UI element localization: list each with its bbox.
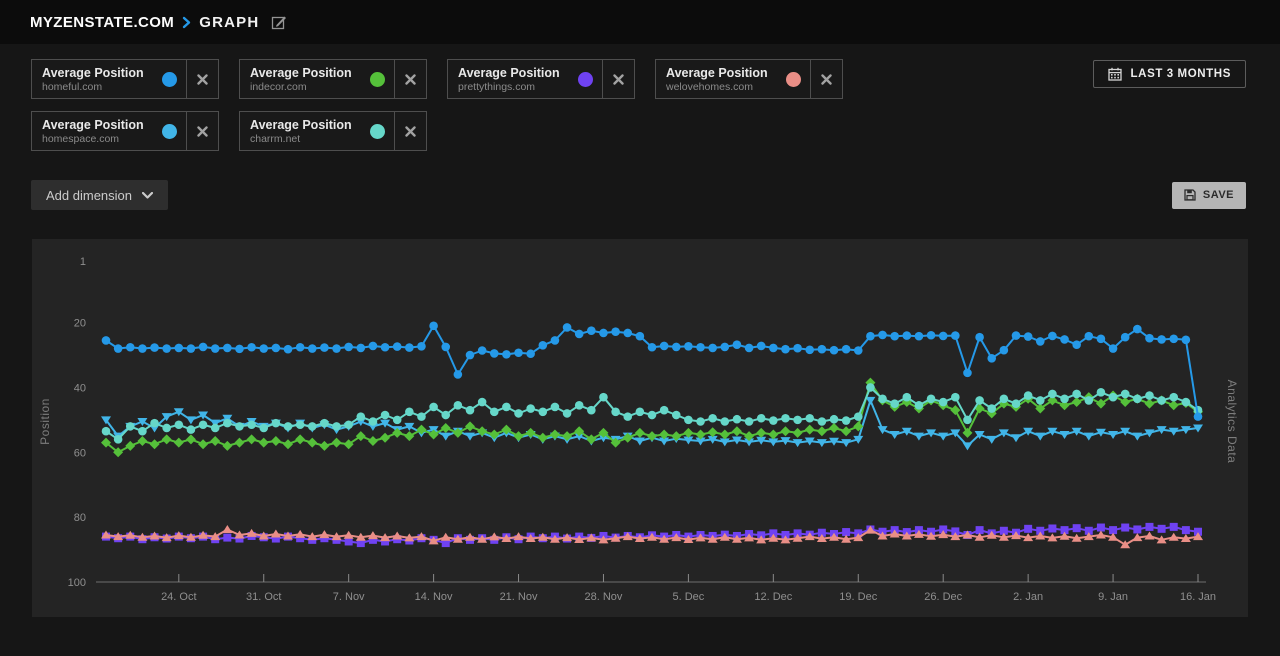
metrics-toolbar: Average Position homeful.com Average Pos… [0,44,1280,151]
metric-domain: prettythings.com [458,80,536,93]
svg-text:9. Jan: 9. Jan [1098,591,1128,603]
svg-text:Analytics Data: Analytics Data [1225,380,1239,464]
metric-title: Average Position [458,65,560,80]
save-disk-icon [1184,189,1196,201]
svg-text:21. Nov: 21. Nov [500,591,538,603]
close-icon [405,125,416,137]
svg-text:1: 1 [80,256,86,268]
svg-text:Position: Position [38,398,52,445]
save-label: SAVE [1202,189,1234,201]
breadcrumb-page: GRAPH [199,13,260,31]
close-icon [197,125,208,137]
add-dimension-button[interactable]: Add dimension [31,180,168,210]
metric-domain: homeful.com [42,80,103,93]
close-icon [613,73,624,85]
add-dimension-label: Add dimension [46,187,132,203]
calendar-icon [1107,67,1122,81]
svg-text:14. Nov: 14. Nov [415,591,453,603]
remove-metric-button[interactable] [810,60,842,98]
svg-text:40: 40 [74,382,86,394]
metric-card-welovehomes[interactable]: Average Position welovehomes.com [655,59,843,99]
close-icon [821,73,832,85]
series-color-dot [370,71,385,87]
position-chart: 1 20 40 60 80 100 Position Analytics Data 24. Oc… [38,256,1239,603]
close-icon [405,73,416,85]
metric-card-charrm[interactable]: Average Position charrm.net [239,111,427,151]
actions-row: Add dimension SAVE [31,180,1246,210]
svg-text:20: 20 [74,318,86,330]
svg-text:12. Dec: 12. Dec [754,591,792,603]
series-color-dot [162,71,177,87]
metric-card-prettythings[interactable]: Average Position prettythings.com [447,59,635,99]
series-color-dot [370,123,385,139]
save-button[interactable]: SAVE [1171,181,1246,209]
metric-cards: Average Position homeful.com Average Pos… [31,59,861,151]
remove-metric-button[interactable] [394,112,426,150]
metric-domain: indecor.com [250,80,307,93]
metric-domain: charrm.net [250,132,301,145]
top-bar: MYZENSTATE.COM GRAPH [0,0,1280,44]
metric-title: Average Position [250,65,352,80]
metric-card-homeful[interactable]: Average Position homeful.com [31,59,219,99]
chart-panel: 1 20 40 60 80 100 Position Analytics Data 24. Oc… [32,239,1248,617]
breadcrumb-site: MYZENSTATE.COM [30,13,175,31]
chevron-down-icon [142,191,153,199]
svg-text:2. Jan: 2. Jan [1013,591,1043,603]
svg-text:26. Dec: 26. Dec [924,591,962,603]
chevron-right-icon [182,16,191,29]
remove-metric-button[interactable] [602,60,634,98]
series-color-dot [786,71,801,87]
remove-metric-button[interactable] [394,60,426,98]
svg-text:31. Oct: 31. Oct [246,591,281,603]
date-range-label: LAST 3 MONTHS [1130,68,1231,80]
metric-domain: welovehomes.com [666,80,753,93]
metric-card-indecor[interactable]: Average Position indecor.com [239,59,427,99]
remove-metric-button[interactable] [186,60,218,98]
svg-text:28. Nov: 28. Nov [585,591,623,603]
svg-text:5. Dec: 5. Dec [673,591,705,603]
metric-title: Average Position [250,117,352,132]
svg-text:80: 80 [74,512,86,524]
metric-title: Average Position [42,117,144,132]
remove-metric-button[interactable] [186,112,218,150]
svg-text:60: 60 [74,447,86,459]
series-color-dot [578,71,593,87]
svg-text:7. Nov: 7. Nov [333,591,365,603]
svg-text:19. Dec: 19. Dec [839,591,877,603]
metric-domain: homespace.com [42,132,120,145]
metric-title: Average Position [666,65,768,80]
date-range-button[interactable]: LAST 3 MONTHS [1092,60,1246,88]
metric-title: Average Position [42,65,144,80]
svg-text:16. Jan: 16. Jan [1180,591,1216,603]
series-color-dot [162,123,177,139]
svg-text:24. Oct: 24. Oct [161,591,196,603]
close-icon [197,73,208,85]
edit-title-icon[interactable] [271,14,287,30]
metric-card-homespace[interactable]: Average Position homespace.com [31,111,219,151]
svg-text:100: 100 [68,577,86,589]
